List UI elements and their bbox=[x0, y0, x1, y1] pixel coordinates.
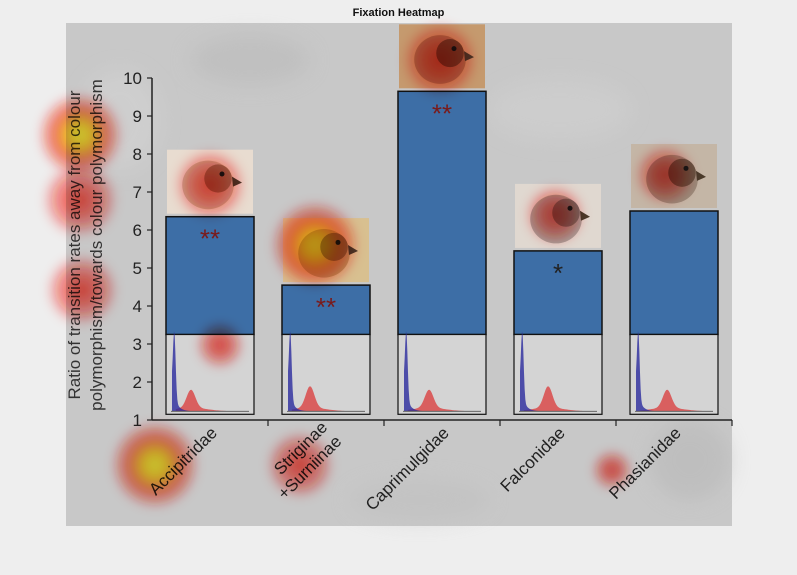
inset-histogram-box bbox=[513, 333, 603, 415]
inset-histogram-red bbox=[407, 389, 480, 412]
y-tick-label: 8 bbox=[133, 145, 142, 164]
inset-histogram-blue bbox=[172, 331, 199, 412]
inset-histogram-red bbox=[523, 386, 596, 412]
y-tick-label: 7 bbox=[133, 183, 142, 202]
inset-histogram-blue bbox=[288, 331, 315, 412]
heat-spot-photo bbox=[525, 185, 585, 245]
inset-histogram-blue bbox=[404, 331, 431, 412]
significance-mark: * bbox=[553, 258, 563, 288]
heat-spot-xlabel bbox=[266, 431, 334, 499]
inset-histogram-box bbox=[281, 333, 371, 415]
heat-spot-xlabel bbox=[592, 450, 632, 490]
panel-mottling bbox=[80, 35, 730, 520]
significance-marks: ******* bbox=[200, 98, 563, 322]
y-tick-label: 9 bbox=[133, 107, 142, 126]
heat-spot-ylabel bbox=[42, 162, 118, 238]
bar bbox=[397, 90, 487, 336]
inset-histogram-blue bbox=[520, 331, 547, 412]
heat-spot-photo bbox=[402, 22, 478, 98]
x-ticks bbox=[267, 420, 733, 426]
histogram-insets bbox=[165, 331, 719, 415]
y-tick-label: 3 bbox=[133, 335, 142, 354]
heat-spot-xlabel bbox=[111, 421, 199, 509]
bar bbox=[629, 210, 719, 336]
y-tick-label: 6 bbox=[133, 221, 142, 240]
inset-histogram-box bbox=[397, 333, 487, 415]
bar bbox=[165, 215, 255, 336]
heat-spot-ylabel bbox=[38, 93, 122, 177]
inset-histogram-blue bbox=[636, 331, 663, 412]
heat-spot-inset bbox=[196, 321, 244, 369]
significance-mark: ** bbox=[432, 98, 452, 128]
bar bbox=[513, 250, 603, 336]
y-tick-label: 5 bbox=[133, 259, 142, 278]
heat-spot-ylabel bbox=[46, 254, 118, 326]
y-tick-label: 10 bbox=[123, 69, 142, 88]
y-tick-label: 4 bbox=[133, 297, 142, 316]
heat-spot-photo bbox=[635, 145, 695, 205]
figure-title: Fixation Heatmap bbox=[352, 7, 445, 19]
y-ticks: 1 2 3 4 5 6 7 8 9 10 bbox=[123, 69, 152, 430]
fixation-heat-overlay bbox=[38, 22, 695, 509]
heat-spot-photo bbox=[271, 201, 359, 289]
bars-layer bbox=[165, 90, 719, 336]
bar bbox=[281, 284, 371, 336]
y-tick-label: 1 bbox=[133, 411, 142, 430]
heat-spot-photo bbox=[174, 149, 246, 221]
significance-mark: ** bbox=[316, 292, 336, 322]
significance-mark: ** bbox=[200, 224, 220, 254]
y-tick-label: 2 bbox=[133, 373, 142, 392]
inset-histogram-red bbox=[175, 389, 248, 412]
inset-histogram-red bbox=[639, 389, 712, 412]
inset-histogram-red bbox=[291, 386, 364, 412]
inset-histogram-box bbox=[629, 333, 719, 415]
